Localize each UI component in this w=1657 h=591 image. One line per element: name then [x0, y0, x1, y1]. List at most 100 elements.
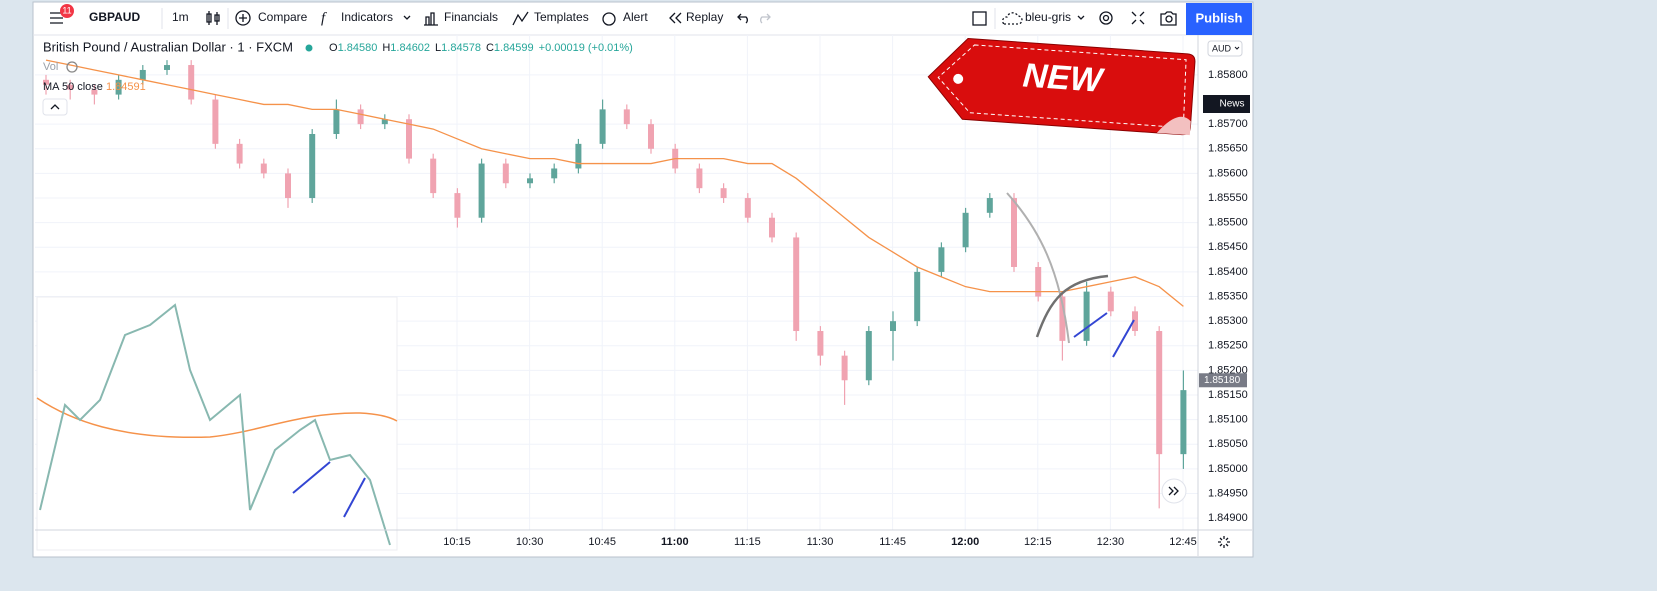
- ma-label: MA 50 close: [43, 81, 103, 93]
- ohlc-value: 1.84599: [494, 42, 534, 54]
- chevron: [1077, 15, 1085, 20]
- chart-style-button[interactable]: [206, 11, 220, 25]
- inset-image: [36, 296, 398, 551]
- x-tick-label: 12:15: [1024, 536, 1052, 548]
- candle-body: [430, 158, 437, 194]
- replay-button[interactable]: Replay: [686, 10, 723, 24]
- candle-body: [454, 193, 461, 218]
- x-tick-label: 12:00: [951, 536, 979, 548]
- inset-drawing: [292, 461, 366, 518]
- scroll-button[interactable]: [1161, 478, 1187, 504]
- compare-button[interactable]: Compare: [258, 10, 308, 24]
- drawing-line: [1073, 312, 1135, 358]
- ohlc-value: 1.84578: [441, 42, 481, 54]
- publish-label: Publish: [1196, 10, 1243, 25]
- candle-body: [648, 124, 654, 149]
- candle-body: [115, 79, 122, 95]
- tag-curl: [1156, 116, 1191, 136]
- replay-icon: [669, 12, 682, 24]
- new-badge: NEW: [927, 37, 1196, 136]
- y-tick-label: 1.85650: [1208, 143, 1248, 155]
- y-tick-label: 1.85150: [1208, 389, 1248, 401]
- alert-icon: [602, 12, 616, 26]
- tag-stitch: [937, 44, 1187, 129]
- candle-body: [1132, 311, 1138, 332]
- fullscreen-button[interactable]: [1131, 11, 1145, 25]
- ohlc-value: 1.84580: [338, 42, 378, 54]
- snapshot-button[interactable]: [1160, 11, 1177, 26]
- candle-body: [502, 163, 509, 184]
- legend: British Pound / Australian Dollar · 1 · …: [42, 39, 633, 116]
- candle-body: [478, 163, 485, 218]
- candle-body: [236, 143, 243, 164]
- indicators-icon: f: [321, 10, 327, 26]
- y-tick-label: 1.85100: [1208, 414, 1248, 426]
- symbol[interactable]: GBPAUD: [89, 10, 140, 24]
- candle-body: [769, 217, 775, 238]
- candle-body: [67, 84, 74, 90]
- financials-icon: [424, 12, 438, 26]
- inset-ma: [36, 397, 398, 439]
- change: +0.00019 (+0.01%): [539, 42, 633, 54]
- candle-body: [1180, 390, 1187, 455]
- chevron: [403, 15, 411, 20]
- badge-text: NEW: [1022, 56, 1107, 100]
- templates-button[interactable]: Templates: [534, 10, 589, 24]
- ohlc-value: 1.84602: [390, 42, 430, 54]
- undo-button[interactable]: [737, 13, 748, 24]
- x-tick-label: 10:15: [443, 536, 471, 548]
- financials-button[interactable]: Financials: [444, 10, 498, 24]
- alert-button[interactable]: Alert: [623, 10, 648, 24]
- vol-label: Vol: [43, 61, 58, 73]
- x-tick-label: 10:45: [588, 536, 616, 548]
- ohlc: O1.84580 H1.84602 L1.84578 C1.84599 +0.00019…: [329, 42, 633, 54]
- ma-value: 1.84591: [106, 81, 146, 93]
- axis-settings[interactable]: [1218, 536, 1230, 548]
- y-tick-label: 1.85250: [1208, 340, 1248, 352]
- y-tick-label: 1.84950: [1208, 487, 1248, 499]
- news-label: News: [1219, 99, 1244, 110]
- candle-body: [793, 237, 800, 332]
- candle-body: [1083, 291, 1090, 341]
- drawing-curve: [1035, 274, 1109, 338]
- interval[interactable]: 1m: [172, 10, 189, 24]
- candle-body: [575, 143, 582, 169]
- y-tick-label: 1.85600: [1208, 167, 1248, 179]
- currency-button[interactable]: [1207, 40, 1243, 57]
- plot: [43, 59, 1187, 509]
- inset-price: [39, 303, 391, 546]
- redo-button[interactable]: [760, 13, 771, 24]
- ohlc-label: O: [329, 42, 338, 54]
- settings-button[interactable]: [1099, 11, 1113, 25]
- drawing-curve: [1006, 192, 1070, 344]
- x-tick-label: 11:15: [734, 536, 761, 548]
- candle-body: [865, 331, 872, 381]
- candle-body: [357, 109, 364, 125]
- badge-count: 11: [62, 5, 71, 15]
- y-tick-label: 1.85050: [1208, 438, 1248, 450]
- indicators-button[interactable]: Indicators: [341, 10, 393, 24]
- x-tick-label: 11:30: [807, 536, 834, 548]
- layout-name[interactable]: bleu-gris: [1025, 10, 1071, 24]
- y-tick-label: 1.85450: [1208, 241, 1248, 253]
- candle-body: [212, 99, 219, 144]
- layout-select[interactable]: [972, 11, 987, 26]
- news-tag[interactable]: [1203, 95, 1250, 113]
- ma-line: [45, 59, 1184, 307]
- candle-body: [1011, 198, 1017, 267]
- candle-body: [744, 198, 751, 218]
- publish-button[interactable]: [1186, 3, 1252, 35]
- candle-body: [1107, 291, 1114, 312]
- candle-body: [817, 331, 824, 356]
- visibility-icon[interactable]: [66, 61, 78, 73]
- y-tick-label: 1.85550: [1208, 192, 1248, 204]
- candle-body: [1059, 296, 1066, 341]
- y-tick-label: 1.85300: [1208, 315, 1248, 327]
- candle-body: [696, 168, 703, 189]
- candle-body: [914, 271, 921, 322]
- cloud-icon: [1002, 12, 1023, 25]
- y-tick-label: 1.85400: [1208, 266, 1248, 278]
- candle-body: [188, 65, 195, 100]
- collapse-button[interactable]: [42, 98, 68, 116]
- notification-badge: [60, 4, 74, 18]
